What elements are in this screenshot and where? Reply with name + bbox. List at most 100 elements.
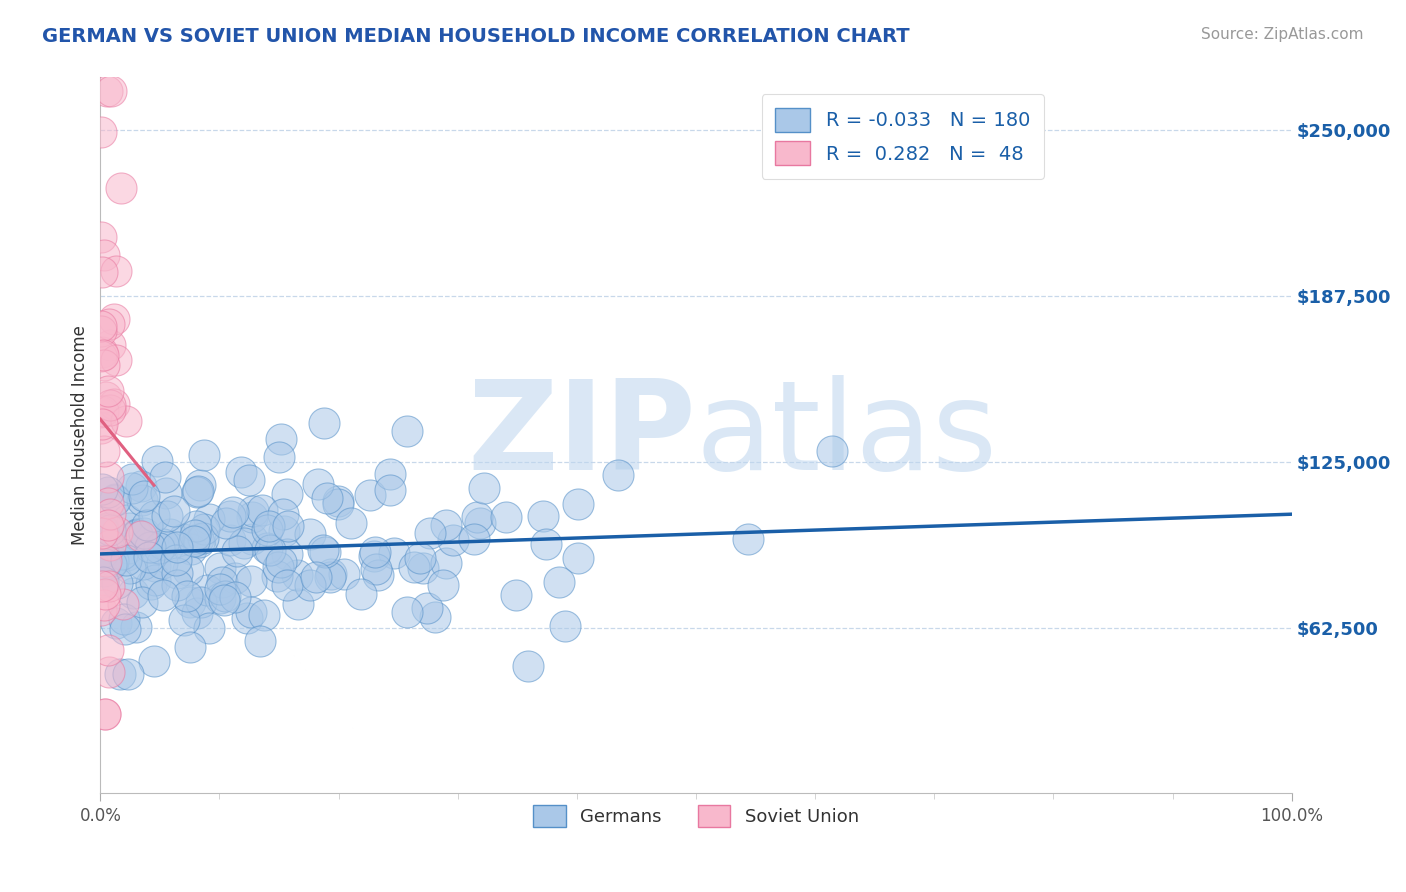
Point <box>177 563 200 577</box>
Point <box>132 557 155 571</box>
Point <box>267 560 290 574</box>
Point <box>441 533 464 547</box>
Point <box>129 529 152 543</box>
Point <box>90 525 112 540</box>
Point <box>326 498 349 512</box>
Point <box>249 634 271 648</box>
Point <box>273 524 295 538</box>
Point <box>409 551 432 566</box>
Point <box>239 574 262 588</box>
Point <box>271 508 294 522</box>
Point <box>173 613 195 627</box>
Point <box>266 569 288 583</box>
Point <box>270 432 292 446</box>
Point <box>93 575 115 590</box>
Point <box>172 533 194 547</box>
Point <box>94 706 117 721</box>
Point <box>152 588 174 602</box>
Point <box>193 448 215 462</box>
Point <box>821 443 844 458</box>
Text: GERMAN VS SOVIET UNION MEDIAN HOUSEHOLD INCOME CORRELATION CHART: GERMAN VS SOVIET UNION MEDIAN HOUSEHOLD … <box>42 27 910 45</box>
Point <box>100 84 122 98</box>
Point <box>214 590 236 604</box>
Point <box>90 350 112 364</box>
Point <box>90 345 112 359</box>
Point <box>112 612 135 626</box>
Point <box>224 571 246 585</box>
Point <box>367 568 389 582</box>
Point <box>350 587 373 601</box>
Point <box>97 643 120 657</box>
Point <box>209 582 232 597</box>
Point <box>125 528 148 542</box>
Point <box>193 531 215 545</box>
Point <box>287 597 309 611</box>
Point <box>256 541 278 555</box>
Point <box>94 586 117 600</box>
Point <box>209 591 232 606</box>
Point <box>108 667 131 681</box>
Point <box>240 605 263 619</box>
Point <box>98 507 121 521</box>
Point <box>143 509 166 524</box>
Point <box>236 611 259 625</box>
Point <box>567 497 589 511</box>
Point <box>364 562 387 576</box>
Point <box>139 577 162 591</box>
Point <box>416 601 439 615</box>
Point <box>231 465 253 479</box>
Point <box>104 264 127 278</box>
Point <box>219 509 242 524</box>
Point <box>257 519 280 533</box>
Point <box>315 491 337 506</box>
Point <box>93 598 115 612</box>
Point <box>93 526 115 541</box>
Point <box>97 384 120 398</box>
Point <box>96 391 118 405</box>
Point <box>90 230 112 244</box>
Point <box>131 595 153 609</box>
Point <box>90 405 112 419</box>
Y-axis label: Median Household Income: Median Household Income <box>72 326 89 545</box>
Point <box>314 545 336 559</box>
Point <box>162 504 184 518</box>
Point <box>157 539 180 553</box>
Point <box>90 319 112 334</box>
Point <box>468 516 491 530</box>
Point <box>193 522 215 536</box>
Point <box>94 706 117 721</box>
Point <box>567 551 589 566</box>
Point <box>505 588 527 602</box>
Point <box>118 521 141 535</box>
Point <box>359 488 381 502</box>
Point <box>98 538 121 552</box>
Point <box>534 537 557 551</box>
Point <box>298 526 321 541</box>
Point <box>91 404 114 418</box>
Point <box>190 594 212 608</box>
Point <box>156 509 179 524</box>
Point <box>211 575 233 590</box>
Point <box>112 598 135 612</box>
Point <box>250 502 273 516</box>
Point <box>298 578 321 592</box>
Point <box>121 472 143 486</box>
Point <box>737 533 759 547</box>
Point <box>90 417 112 432</box>
Point <box>90 125 112 139</box>
Point <box>132 489 155 503</box>
Point <box>187 532 209 546</box>
Point <box>183 534 205 549</box>
Text: Source: ZipAtlas.com: Source: ZipAtlas.com <box>1201 27 1364 42</box>
Point <box>91 265 114 279</box>
Point <box>312 416 335 430</box>
Point <box>96 84 118 98</box>
Point <box>472 481 495 495</box>
Point <box>517 659 540 673</box>
Point <box>98 665 121 679</box>
Point <box>215 516 238 531</box>
Point <box>104 493 127 508</box>
Point <box>110 180 132 194</box>
Point <box>139 540 162 554</box>
Point <box>432 577 454 591</box>
